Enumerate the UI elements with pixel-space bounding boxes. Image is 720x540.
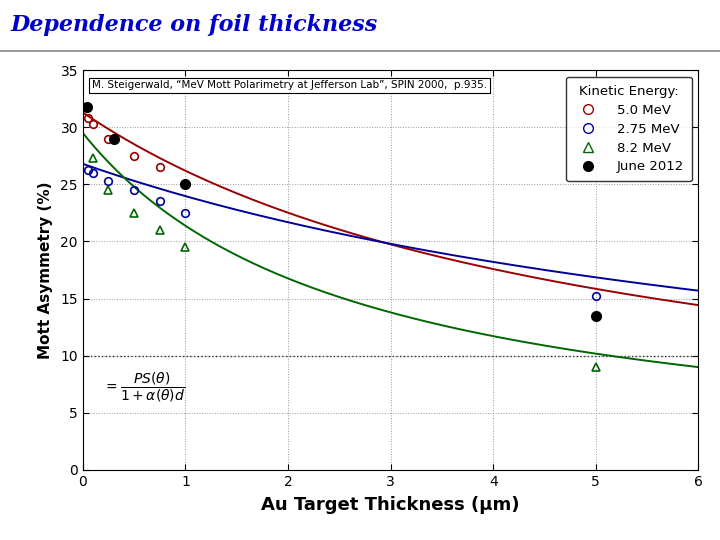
Text: $= \dfrac{PS(\theta)}{1+\alpha(\theta)d}$: $= \dfrac{PS(\theta)}{1+\alpha(\theta)d}… bbox=[104, 371, 186, 404]
Y-axis label: Mott Asymmetry (%): Mott Asymmetry (%) bbox=[38, 181, 53, 359]
Legend: 5.0 MeV, 2.75 MeV, 8.2 MeV, June 2012: 5.0 MeV, 2.75 MeV, 8.2 MeV, June 2012 bbox=[567, 77, 692, 181]
Text: Dependence on foil thickness: Dependence on foil thickness bbox=[11, 14, 378, 36]
Text: M. Steigerwald, “MeV Mott Polarimetry at Jefferson Lab”, SPIN 2000,  p.935.: M. Steigerwald, “MeV Mott Polarimetry at… bbox=[92, 80, 487, 90]
X-axis label: Au Target Thickness (μm): Au Target Thickness (μm) bbox=[261, 496, 520, 514]
